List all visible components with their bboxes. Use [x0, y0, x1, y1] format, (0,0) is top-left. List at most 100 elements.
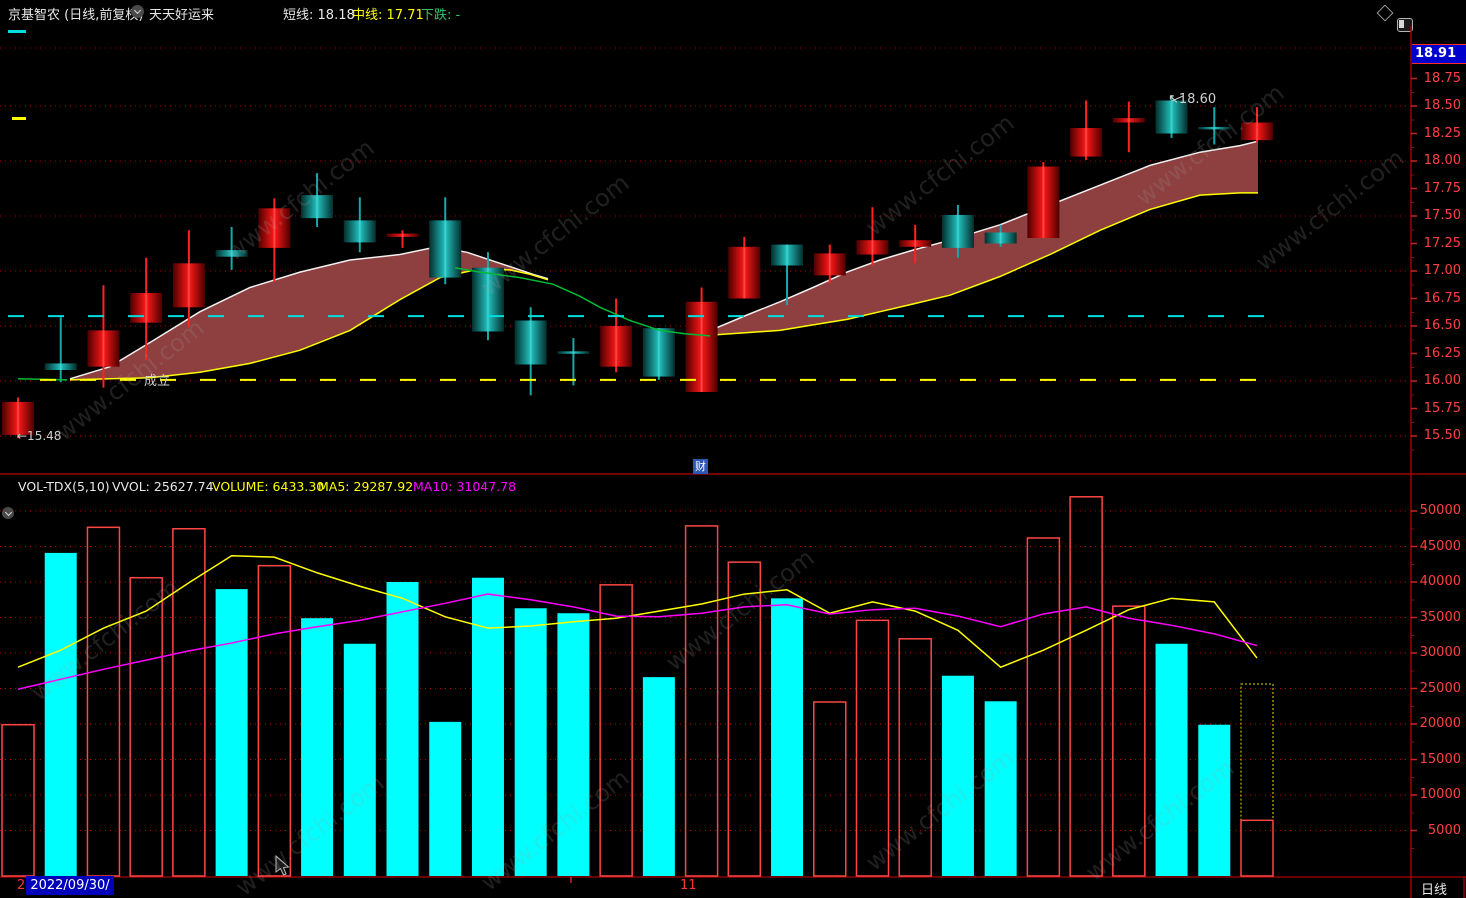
down-value: 下跌: -	[421, 8, 461, 23]
volume-bar	[386, 582, 419, 876]
green-ma-line	[454, 266, 711, 337]
volume-chart-region[interactable]	[0, 497, 1411, 877]
panel-toggle-icon[interactable]	[1397, 18, 1413, 32]
vol-ma10-value: MA10: 31047.78	[413, 479, 517, 494]
volume-bar	[727, 561, 762, 877]
volume-bar	[301, 618, 334, 876]
volume-axis-label: 45000	[1419, 538, 1461, 554]
volume-axis-label: 5000	[1427, 822, 1461, 838]
volume-axis-label: 30000	[1419, 645, 1461, 660]
candle-body	[301, 195, 334, 219]
period-selector[interactable]: 日线	[1421, 883, 1448, 898]
title-underline-mark	[8, 30, 26, 33]
volume-bar	[855, 619, 890, 877]
volume-bar	[1112, 605, 1146, 877]
timeline-prefix: 2	[17, 878, 26, 893]
price-axis-label: 15.75	[1423, 400, 1461, 416]
volume-bar	[1026, 537, 1061, 877]
price-axis-label: 17.25	[1423, 235, 1461, 251]
volume-bar	[599, 584, 633, 877]
volume-axis-label: 35000	[1419, 609, 1461, 625]
price-axis-label: 15.50	[1423, 428, 1461, 443]
candle-body	[771, 244, 804, 266]
volume-bar	[1240, 819, 1274, 877]
vol_ma10-line	[17, 593, 1258, 690]
stock-title[interactable]: 京基智农 (日线,前复权)	[8, 8, 144, 23]
volume-bar	[1155, 643, 1188, 876]
vvol-value: VVOL: 25627.74	[112, 479, 214, 494]
price-axis-label: 17.75	[1423, 180, 1461, 196]
price-axis-label: 16.75	[1423, 290, 1461, 306]
candle-body	[343, 220, 376, 243]
volume-bar	[684, 525, 719, 877]
candle-body	[642, 328, 675, 377]
volume-bar	[129, 576, 163, 877]
volume-bar	[642, 677, 675, 876]
candle-body	[1240, 122, 1273, 141]
volume-axis: 50000 45000 40000 35000 30000 25000 20000 15000…	[1412, 490, 1464, 877]
candle-body	[600, 326, 633, 367]
indicator-name[interactable]: 天天好运来	[149, 8, 215, 23]
candle-body	[941, 214, 974, 248]
candle-body	[728, 246, 761, 299]
vol-ma5-value: MA5: 29287.92	[318, 479, 414, 494]
price-axis-label: 18.75	[1423, 70, 1461, 86]
volume-bar	[1198, 724, 1231, 876]
volume-bar	[215, 589, 248, 876]
high-price-annotation: ↖18.60	[1168, 92, 1217, 107]
vol_ma5-line	[17, 554, 1258, 669]
divider-marker-badge: 财	[693, 459, 708, 474]
price-axis-label: 16.00	[1423, 373, 1461, 388]
volume-bar	[172, 528, 206, 877]
mouse-cursor	[275, 854, 290, 876]
volume-bar	[771, 598, 804, 876]
price-axis-label: 17.00	[1423, 263, 1461, 278]
indicator-cloud	[70, 246, 548, 380]
volume-bar	[984, 701, 1017, 876]
volume-bar	[1, 723, 35, 877]
candle-body	[258, 208, 291, 248]
low-price-annotation: ←15.48	[17, 429, 62, 443]
volume-bar	[44, 552, 77, 876]
candle-body	[1155, 100, 1188, 134]
price-axis-label: 16.25	[1423, 345, 1461, 361]
mid-line-value: 中线: 17.71	[352, 8, 424, 23]
selected-date-badge: 2022/09/30/五	[26, 876, 114, 898]
candle-body	[2, 401, 34, 435]
volume-value: VOLUME: 6433.30	[212, 479, 325, 494]
candle-body	[514, 320, 547, 365]
candle-body	[386, 233, 419, 237]
price-axis-label: 17.50	[1423, 208, 1461, 223]
price-axis-label: 18.00	[1423, 153, 1461, 168]
volume-bar	[257, 564, 292, 877]
volume-bar	[557, 613, 590, 876]
candle-body	[1027, 166, 1060, 238]
short-line-value: 短线: 18.18	[283, 8, 355, 23]
volume-bar	[514, 608, 547, 876]
candle-body	[471, 267, 504, 332]
volume-axis-label: 25000	[1419, 680, 1461, 696]
candle-body	[87, 330, 120, 367]
vol-indicator-name: VOL-TDX(5,10)	[18, 479, 110, 494]
candle-body	[1112, 118, 1145, 123]
price-axis: 18.75 18.50 18.25 18.00 17.75 17.50 17.25 17.00…	[1412, 26, 1464, 474]
yellow-level-mark	[12, 117, 26, 120]
volume-bar	[343, 643, 376, 876]
candle-body	[813, 253, 846, 276]
vol-chevron-down-icon[interactable]	[2, 507, 14, 519]
candle-body	[1070, 128, 1103, 157]
volume-bar	[429, 721, 462, 876]
indicator-cloud	[700, 141, 1258, 336]
candle-body	[856, 240, 889, 255]
candle-body	[172, 263, 205, 308]
candle-body	[215, 250, 248, 257]
chevron-down-icon[interactable]	[131, 5, 144, 18]
volume-axis-label: 15000	[1419, 751, 1461, 767]
price-highlight-badge: 18.91	[1412, 44, 1466, 64]
volume-bar	[813, 701, 847, 877]
price-axis-label: 16.50	[1423, 318, 1461, 333]
candle-body	[984, 232, 1017, 244]
candle-body	[130, 293, 163, 323]
volume-axis-label: 40000	[1419, 574, 1461, 589]
